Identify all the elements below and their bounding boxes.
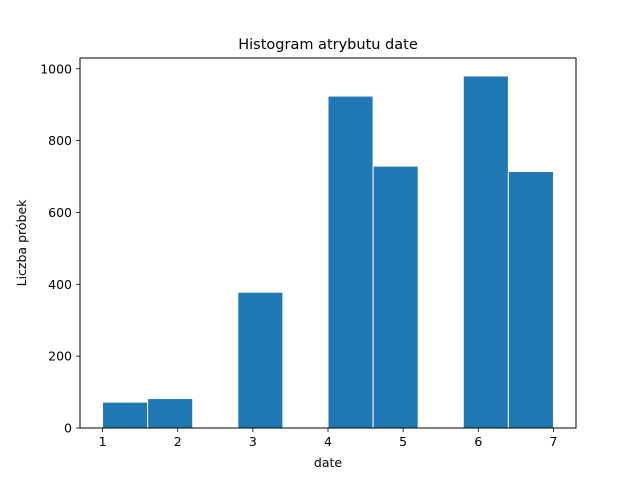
y-axis-label: Liczba próbek [14,199,29,287]
x-tick-label: 4 [324,434,332,449]
y-tick-label: 1000 [40,61,72,76]
x-tick-label: 5 [399,434,407,449]
y-tick-label: 600 [48,205,72,220]
x-tick-label: 1 [99,434,107,449]
histogram-bar [507,171,554,429]
x-tick-label: 2 [174,434,182,449]
bars-group [102,75,554,429]
y-tick-label: 400 [48,277,72,292]
x-axis-ticks: 1 2 3 4 5 6 7 [99,428,557,449]
y-tick-label: 200 [48,349,72,364]
histogram-bar [372,165,419,429]
histogram-bar [462,75,509,429]
y-tick-label: 0 [64,421,72,436]
x-tick-label: 3 [249,434,257,449]
histogram-bar [102,401,149,429]
x-tick-label: 7 [549,434,557,449]
histogram-bar [147,398,194,429]
x-axis-label: date [314,455,342,470]
histogram-bar [327,95,374,429]
y-tick-label: 800 [48,133,72,148]
histogram-bar [237,291,284,429]
y-axis-ticks: 0 200 400 600 800 1000 [40,61,80,436]
chart-title: Histogram atrybutu date [238,37,418,53]
x-tick-label: 6 [474,434,482,449]
